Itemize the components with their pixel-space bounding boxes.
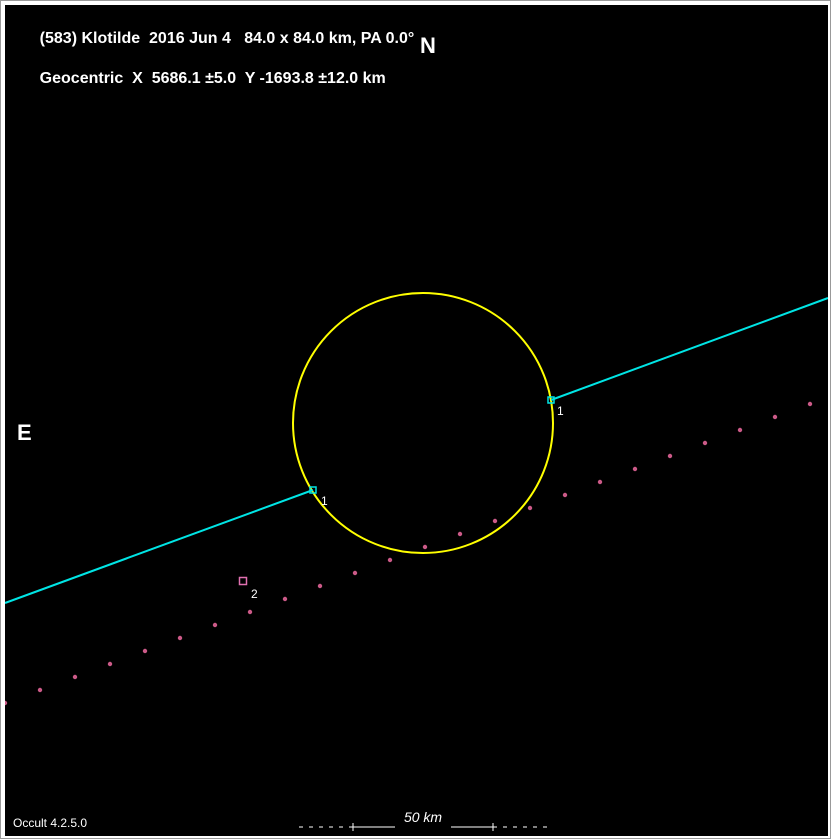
compass-north: N (420, 33, 436, 59)
track-2-label: 2 (251, 587, 258, 601)
plot-area: (583) Klotilde 2016 Jun 4 84.0 x 84.0 km… (5, 5, 826, 834)
software-version: Occult 4.2.5.0 (13, 816, 87, 830)
header-text: (583) Klotilde 2016 Jun 4 84.0 x 84.0 km… (13, 9, 414, 109)
chord-1-label-b: 1 (557, 404, 564, 418)
chord-1-label-a: 1 (321, 494, 328, 508)
compass-east: E (17, 420, 32, 446)
header-line2: Geocentric X 5686.1 ±5.0 Y -1693.8 ±12.0… (40, 70, 386, 87)
window-frame: (583) Klotilde 2016 Jun 4 84.0 x 84.0 km… (0, 0, 831, 839)
header-line1: (583) Klotilde 2016 Jun 4 84.0 x 84.0 km… (40, 30, 415, 47)
scale-bar-label: 50 km (393, 809, 453, 825)
occultation-plot-svg (5, 5, 828, 836)
